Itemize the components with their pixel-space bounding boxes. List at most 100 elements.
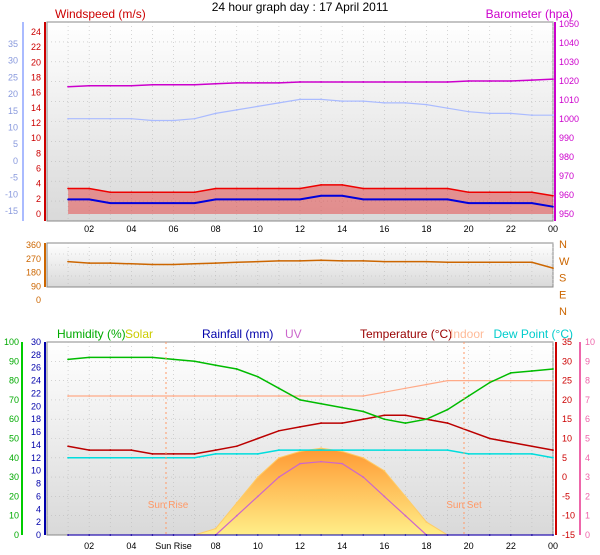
x-tick-label: 14 xyxy=(337,541,347,551)
barometer-line-point xyxy=(320,81,322,83)
x-tick-label: 22 xyxy=(506,541,516,551)
wind-direction-line-point xyxy=(362,259,365,262)
humidity-legend: Humidity (%) xyxy=(57,327,126,341)
gust-line-point xyxy=(214,187,217,190)
windspeed-line-point xyxy=(278,198,280,201)
humidity-tick-label: 80 xyxy=(9,376,19,386)
x-tick-label: 04 xyxy=(126,541,136,551)
windspeed-line-point xyxy=(256,198,259,201)
windspeed-line-point xyxy=(172,202,175,204)
outer-series-line-point xyxy=(109,117,112,120)
outer-tick-label: 35 xyxy=(8,39,18,49)
panel1-series xyxy=(67,78,554,214)
gust-area xyxy=(68,184,553,214)
temperature-line-point xyxy=(172,453,175,455)
barometer-line-point xyxy=(172,83,175,86)
humidity-tick-label: 20 xyxy=(9,491,19,501)
rainfall-line-point xyxy=(193,534,196,536)
outer-series-line-point xyxy=(299,98,301,101)
indoor-line-point xyxy=(278,395,280,397)
outer-series-line-point xyxy=(67,117,69,120)
chart-title: 24 hour graph day : 17 April 2011 xyxy=(212,0,389,14)
humidity-line-point xyxy=(467,395,470,397)
temperature-line-point xyxy=(531,445,533,448)
temperature-tick-label: 0 xyxy=(562,472,567,482)
rainfall-tick-label: 2 xyxy=(36,517,41,527)
solar-line-point xyxy=(235,501,238,504)
windspeed-tick-label: 16 xyxy=(31,88,41,98)
indoor-line-point xyxy=(130,395,133,397)
direction-tick-label: 0 xyxy=(36,295,41,305)
indoor-line-point xyxy=(109,395,112,397)
rainfall-tick-label: 12 xyxy=(31,453,41,463)
sun-rise-label: Sun Rise xyxy=(148,500,189,511)
outer-series-line-point xyxy=(256,105,259,108)
x-tick-label: 14 xyxy=(337,224,347,234)
humidity-line-point xyxy=(341,406,344,409)
temperature-line-point xyxy=(88,449,91,451)
indoor-line-point xyxy=(404,387,407,390)
panel2-left-tick-labels: 360 270 180 90 0 xyxy=(26,240,41,305)
temperature-tick-label: 35 xyxy=(562,337,572,347)
gust-line-point xyxy=(383,187,386,190)
humidity-line-point xyxy=(172,358,175,361)
wind-direction-line-point xyxy=(488,261,491,264)
outer-tick-label: 15 xyxy=(8,106,18,116)
humidity-tick-label: 100 xyxy=(4,337,19,347)
x-tick-label: 18 xyxy=(421,541,431,551)
rainfall-line-point xyxy=(320,534,322,536)
rainfall-line-point xyxy=(531,534,533,536)
dewpoint-line-point xyxy=(404,449,407,451)
uv-line-point xyxy=(235,514,238,517)
uv-line-point xyxy=(299,462,301,465)
humidity-tick-label: 0 xyxy=(14,530,19,540)
dewpoint-line-point xyxy=(172,456,175,459)
windspeed-tick-label: 10 xyxy=(31,133,41,143)
indoor-line-point xyxy=(299,395,301,397)
windspeed-line-point xyxy=(235,198,238,201)
rainfall-line-point xyxy=(404,534,407,536)
indoor-line-point xyxy=(214,395,217,397)
wind-direction-line-point xyxy=(109,262,112,264)
rainfall-line-point xyxy=(552,534,554,536)
rainfall-tick-label: 0 xyxy=(36,530,41,540)
windspeed-line-point xyxy=(151,202,154,204)
rainfall-tick-label: 4 xyxy=(36,504,41,514)
barometer-tick-label: 1010 xyxy=(559,95,579,105)
x-tick-label: 22 xyxy=(506,224,516,234)
uv-line-point xyxy=(256,495,259,498)
outer-series-line-point xyxy=(425,103,428,106)
uv-tick-label: 10 xyxy=(585,337,595,347)
barometer-line-point xyxy=(193,83,196,86)
uv-legend: UV xyxy=(285,327,302,341)
windspeed-line-point xyxy=(341,194,344,197)
humidity-line-point xyxy=(446,408,449,411)
dewpoint-line-point xyxy=(383,449,386,451)
gust-line-point xyxy=(299,187,301,190)
panel3-x-tick-labels: 02 04 Sun Rise 08 10 12 14 16 18 20 22 00 xyxy=(84,541,558,551)
dewpoint-line-point xyxy=(362,449,365,451)
barometer-line-point xyxy=(151,83,154,86)
x-tick-label: 06 xyxy=(168,224,178,234)
barometer-tick-label: 950 xyxy=(559,209,574,219)
rainfall-tick-label: 18 xyxy=(31,414,41,424)
indoor-line-point xyxy=(509,379,512,382)
humidity-line-point xyxy=(299,399,301,401)
barometer-line-point xyxy=(425,81,428,83)
panel1-grid xyxy=(47,22,554,221)
rainfall-line-point xyxy=(235,534,238,536)
humidity-line-point xyxy=(383,418,386,421)
barometer-line-point xyxy=(67,85,69,88)
gust-line-point xyxy=(467,191,470,194)
dewpoint-legend: Dew Point (°C) xyxy=(494,327,573,341)
rainfall-tick-label: 10 xyxy=(31,466,41,476)
x-tick-label: 16 xyxy=(379,541,389,551)
uv-line-point xyxy=(278,476,280,478)
gust-line-point xyxy=(130,191,133,194)
barometer-tick-label: 960 xyxy=(559,190,574,200)
barometer-line-point xyxy=(109,84,112,87)
gust-line-point xyxy=(320,183,322,186)
